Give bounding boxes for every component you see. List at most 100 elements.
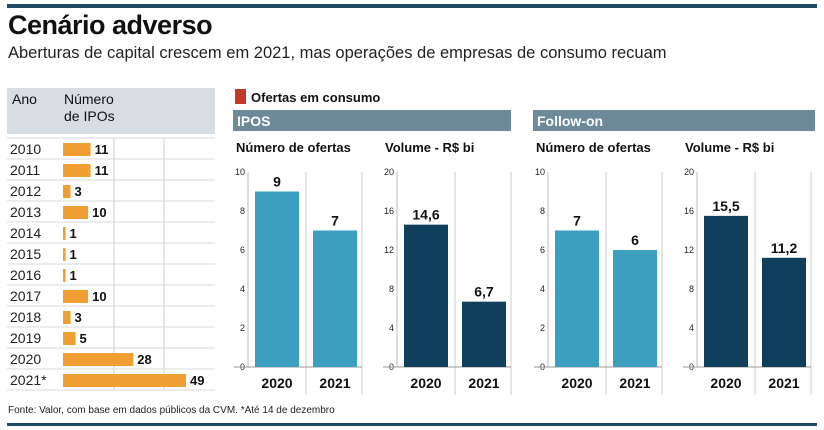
table-year-label: 2014 xyxy=(10,225,41,241)
table-bar xyxy=(63,164,91,177)
table-year-label: 2015 xyxy=(10,246,41,262)
y-tick-label: 12 xyxy=(684,245,694,255)
bar-value-label: 9 xyxy=(273,174,281,190)
table-year-label: 2017 xyxy=(10,288,41,304)
y-tick-label: 16 xyxy=(684,206,694,216)
bar-value-label: 11,2 xyxy=(771,240,798,256)
chart-bar xyxy=(462,301,506,367)
table-bar xyxy=(63,206,89,219)
y-tick-label: 10 xyxy=(535,167,545,177)
panel-header-label: IPOS xyxy=(237,113,270,129)
table-bar-value: 3 xyxy=(75,310,82,325)
x-tick-label: 2020 xyxy=(561,375,592,391)
chart-bar xyxy=(255,191,299,367)
table-bar-value: 28 xyxy=(137,352,151,367)
table-year-label: 2012 xyxy=(10,183,41,199)
x-tick-label: 2021 xyxy=(468,375,499,391)
y-tick-label: 4 xyxy=(240,284,245,294)
table-year-label: 2021* xyxy=(10,372,47,388)
legend-swatch xyxy=(235,89,246,104)
table-bar xyxy=(63,290,89,303)
table-header-bg xyxy=(7,88,215,134)
y-tick-label: 16 xyxy=(384,206,394,216)
y-tick-label: 20 xyxy=(384,167,394,177)
table-year-label: 2016 xyxy=(10,267,41,283)
table-bar xyxy=(63,311,71,324)
y-tick-label: 12 xyxy=(384,245,394,255)
panel-header-bg xyxy=(533,110,815,131)
panel-header-bg xyxy=(233,110,511,131)
table-col-header-year: Ano xyxy=(12,91,37,107)
table-bar xyxy=(63,353,134,366)
table-bar-value: 1 xyxy=(70,268,77,283)
chart-bar xyxy=(704,215,748,367)
bar-value-label: 15,5 xyxy=(712,198,739,214)
table-bar xyxy=(63,269,66,282)
chart-bar xyxy=(762,257,806,367)
table-bar-value: 3 xyxy=(75,184,82,199)
table-bar xyxy=(63,248,66,261)
x-tick-label: 2021 xyxy=(768,375,799,391)
y-tick-label: 4 xyxy=(540,284,545,294)
bar-value-label: 6,7 xyxy=(474,284,494,300)
table-year-label: 2020 xyxy=(10,351,41,367)
table-bar xyxy=(63,332,76,345)
table-bar-value: 11 xyxy=(95,142,109,157)
table-bar-value: 10 xyxy=(92,289,106,304)
table-bar-value: 1 xyxy=(70,247,77,262)
x-tick-label: 2021 xyxy=(319,375,350,391)
table-bar-value: 11 xyxy=(95,163,109,178)
table-bar xyxy=(63,374,186,387)
y-tick-label: 8 xyxy=(389,284,394,294)
y-tick-label: 8 xyxy=(240,206,245,216)
chart-title: Volume - R$ bi xyxy=(385,140,474,155)
y-tick-label: 4 xyxy=(389,323,394,333)
x-tick-label: 2020 xyxy=(261,375,292,391)
chart-title: Volume - R$ bi xyxy=(685,140,774,155)
source-note: Fonte: Valor, com base em dados públicos… xyxy=(8,405,335,416)
table-bar xyxy=(63,227,66,240)
y-tick-label: 2 xyxy=(240,323,245,333)
bar-value-label: 14,6 xyxy=(412,207,439,223)
table-bar-value: 1 xyxy=(70,226,77,241)
bar-value-label: 6 xyxy=(631,232,639,248)
chart-title: Número de ofertas xyxy=(536,140,651,155)
chart-title: Número de ofertas xyxy=(236,140,351,155)
x-tick-label: 2021 xyxy=(619,375,650,391)
table-bar-value: 5 xyxy=(80,331,87,346)
chart-bar xyxy=(313,230,357,367)
table-col-header-ipos: Número xyxy=(64,91,114,107)
x-tick-label: 2020 xyxy=(410,375,441,391)
table-year-label: 2013 xyxy=(10,204,41,220)
table-year-label: 2010 xyxy=(10,141,41,157)
table-year-label: 2011 xyxy=(10,162,40,178)
y-tick-label: 8 xyxy=(540,206,545,216)
table-bar-value: 10 xyxy=(92,205,106,220)
chart-bar xyxy=(613,250,657,367)
y-tick-label: 6 xyxy=(240,245,245,255)
y-tick-label: 10 xyxy=(235,167,245,177)
y-tick-label: 6 xyxy=(540,245,545,255)
table-bar-value: 49 xyxy=(190,373,204,388)
table-bar xyxy=(63,143,91,156)
legend-label: Ofertas em consumo xyxy=(251,90,380,105)
y-tick-label: 8 xyxy=(689,284,694,294)
panel-header-label: Follow-on xyxy=(537,113,603,129)
table-year-label: 2019 xyxy=(10,330,41,346)
chart-bar xyxy=(404,224,448,367)
table-bar xyxy=(63,185,71,198)
top-rule xyxy=(7,4,817,8)
bar-value-label: 7 xyxy=(573,213,581,229)
y-tick-label: 2 xyxy=(540,323,545,333)
bar-value-label: 7 xyxy=(331,213,339,229)
x-tick-label: 2020 xyxy=(710,375,741,391)
y-tick-label: 4 xyxy=(689,323,694,333)
page-title: Cenário adverso xyxy=(8,10,213,40)
page-subtitle: Aberturas de capital crescem em 2021, ma… xyxy=(8,44,667,62)
chart-bar xyxy=(555,230,599,367)
table-year-label: 2018 xyxy=(10,309,41,325)
bottom-rule xyxy=(7,423,817,426)
table-col-header-ipos-2: de IPOs xyxy=(64,108,115,124)
y-tick-label: 20 xyxy=(684,167,694,177)
